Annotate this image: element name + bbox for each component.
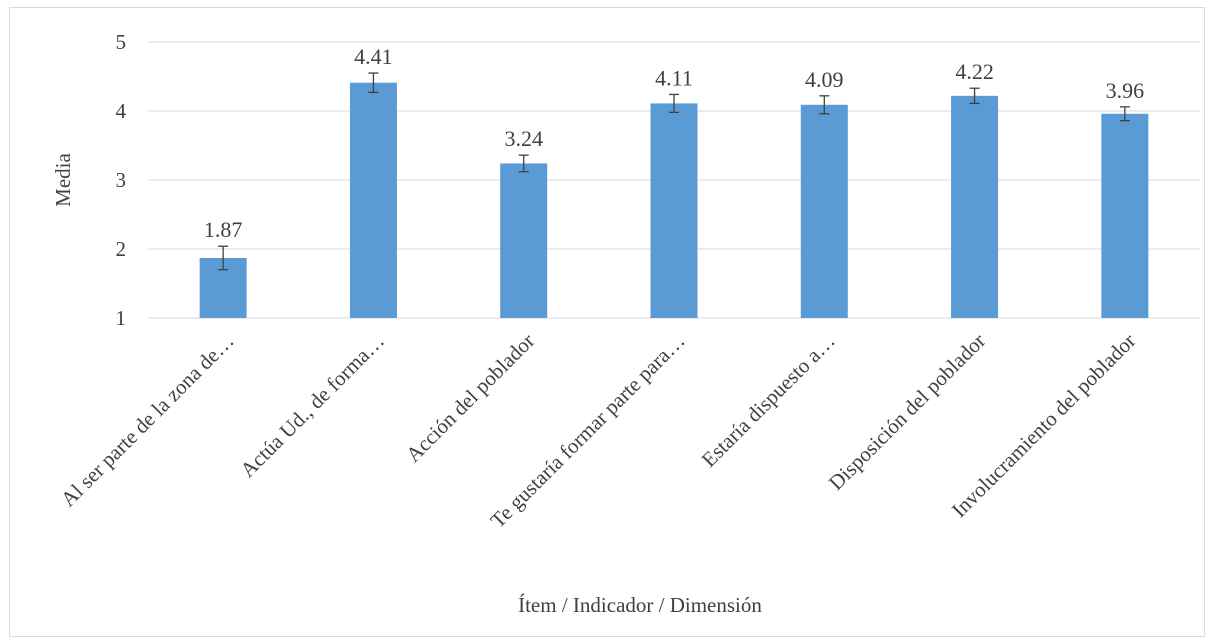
chart-frame [9, 7, 1205, 637]
y-tick-label: 4 [116, 99, 127, 123]
x-tick-label: Disposición del poblador [824, 329, 990, 495]
bar [951, 95, 999, 318]
y-axis-ticks: 1 2 3 4 5 [116, 30, 127, 330]
y-tick-label: 5 [116, 30, 127, 54]
bar [650, 103, 698, 318]
y-tick-label: 1 [116, 306, 127, 330]
x-axis-ticks: Al ser parte de la zona de…Actúa Ud., de… [56, 329, 1140, 533]
y-tick-label: 3 [116, 168, 127, 192]
data-label: 4.22 [955, 59, 994, 84]
bar [349, 82, 397, 319]
x-axis-title: Ítem / Indicador / Dimensión [518, 593, 762, 617]
data-label: 1.87 [204, 217, 243, 242]
y-tick-label: 2 [116, 237, 127, 261]
y-axis-title: Media [51, 153, 75, 207]
bar [500, 163, 548, 318]
data-label: 4.11 [655, 65, 693, 90]
x-tick-label: Estaría dispuesto a… [697, 329, 840, 472]
bars: 1.87 4.41 3.24 4.11 4.09 4.22 3.96 [199, 44, 1149, 319]
data-label: 3.96 [1106, 78, 1145, 103]
data-label: 4.09 [805, 67, 844, 92]
x-tick-label: Acción del poblador [401, 329, 539, 467]
bar [1101, 113, 1149, 318]
data-label: 4.41 [354, 44, 393, 69]
data-label: 3.24 [504, 126, 543, 151]
x-tick-label: Al ser parte de la zona de… [56, 329, 239, 512]
x-tick-label: Actúa Ud., de forma… [235, 329, 388, 482]
bar [800, 104, 848, 318]
